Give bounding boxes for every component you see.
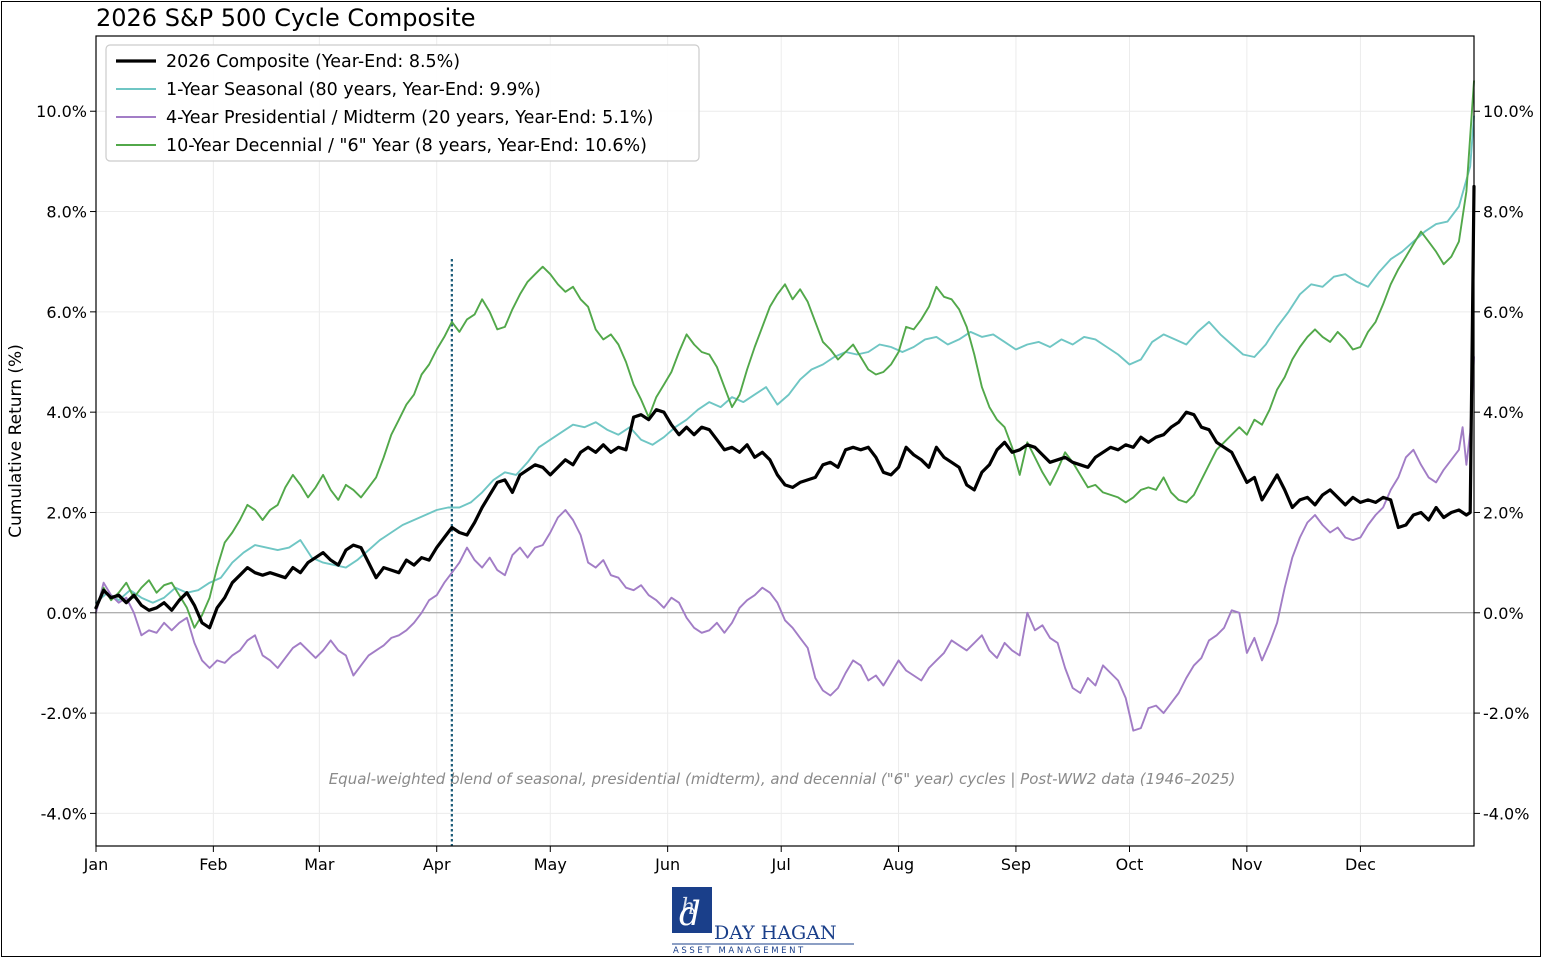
plot-border bbox=[95, 35, 1475, 847]
chart-annotation: Equal-weighted blend of seasonal, presid… bbox=[329, 770, 1236, 788]
y-tick-label-left-0: -4.0% bbox=[41, 804, 87, 823]
y-tick-label-left-6: 8.0% bbox=[46, 203, 87, 222]
legend-label-0: 2026 Composite (Year-End: 8.5%) bbox=[166, 52, 460, 72]
y-tick-label-right-1: -2.0% bbox=[1483, 704, 1529, 723]
logo-subtitle: ASSET MANAGEMENT bbox=[673, 946, 806, 956]
y-tick-label-left-1: -2.0% bbox=[41, 704, 87, 723]
x-tick-label-1: Feb bbox=[199, 855, 227, 874]
series-line-0 bbox=[94, 184, 1476, 630]
x-tick-label-5: Jun bbox=[654, 855, 680, 874]
x-tick-label-11: Dec bbox=[1345, 855, 1376, 874]
chart-title: 2026 S&P 500 Cycle Composite bbox=[96, 4, 476, 32]
y-tick-label-right-7: 10.0% bbox=[1483, 102, 1534, 121]
y-tick-label-right-6: 8.0% bbox=[1483, 203, 1524, 222]
y-tick-label-left-2: 0.0% bbox=[46, 604, 87, 623]
y-axis-right: -4.0% -2.0% 0.0% 2.0% 4.0% 6.0% 8.0% 10.0% bbox=[1474, 102, 1534, 823]
legend-label-2: 4-Year Presidential / Midterm (20 years,… bbox=[166, 108, 653, 128]
x-tick-label-10: Nov bbox=[1231, 855, 1262, 874]
x-tick-label-7: Aug bbox=[883, 855, 914, 874]
series-line-1 bbox=[95, 115, 1475, 604]
legend-label-3: 10-Year Decennial / "6" Year (8 years, Y… bbox=[166, 136, 647, 156]
y-tick-label-left-3: 2.0% bbox=[46, 503, 87, 522]
y-tick-label-right-4: 4.0% bbox=[1483, 403, 1524, 422]
y-tick-label-right-0: -4.0% bbox=[1483, 804, 1529, 823]
day-hagan-logo: d h DAY HAGAN ASSET MANAGEMENT bbox=[672, 887, 854, 956]
y-tick-label-right-2: 0.0% bbox=[1483, 604, 1524, 623]
y-axis-left: -4.0% -2.0% 0.0% 2.0% 4.0% 6.0% 8.0% 10.0% bbox=[36, 102, 96, 823]
x-tick-label-3: Apr bbox=[423, 855, 451, 874]
x-tick-label-6: Jul bbox=[771, 855, 791, 874]
x-axis: Jan Feb Mar Apr May Jun Jul Aug Sep Oct Nov Dec bbox=[83, 846, 1376, 874]
legend: 2026 Composite (Year-End: 8.5%) 1-Year Se… bbox=[105, 44, 700, 162]
logo-name: DAY HAGAN bbox=[714, 922, 837, 944]
x-tick-label-0: Jan bbox=[83, 855, 109, 874]
y-tick-label-left-4: 4.0% bbox=[46, 403, 87, 422]
logo-mark bbox=[672, 887, 712, 933]
y-tick-label-left-7: 10.0% bbox=[36, 102, 87, 121]
x-tick-label-9: Oct bbox=[1116, 855, 1144, 874]
logo-letter-h: h bbox=[681, 895, 695, 920]
y-tick-label-right-3: 2.0% bbox=[1483, 503, 1524, 522]
logo-letter-d: d bbox=[679, 894, 701, 934]
plot-area bbox=[96, 36, 1474, 846]
y-tick-label-left-5: 6.0% bbox=[46, 303, 87, 322]
legend-box bbox=[105, 44, 700, 162]
series-lines bbox=[94, 80, 1476, 732]
y-tick-label-right-5: 6.0% bbox=[1483, 303, 1524, 322]
legend-label-1: 1-Year Seasonal (80 years, Year-End: 9.9… bbox=[166, 80, 541, 100]
series-line-3 bbox=[95, 80, 1475, 629]
x-tick-label-4: May bbox=[534, 855, 567, 874]
series-line-2 bbox=[95, 356, 1475, 732]
x-tick-label-8: Sep bbox=[1001, 855, 1031, 874]
x-tick-label-2: Mar bbox=[304, 855, 335, 874]
y-axis-label: Cumulative Return (%) bbox=[6, 344, 26, 538]
